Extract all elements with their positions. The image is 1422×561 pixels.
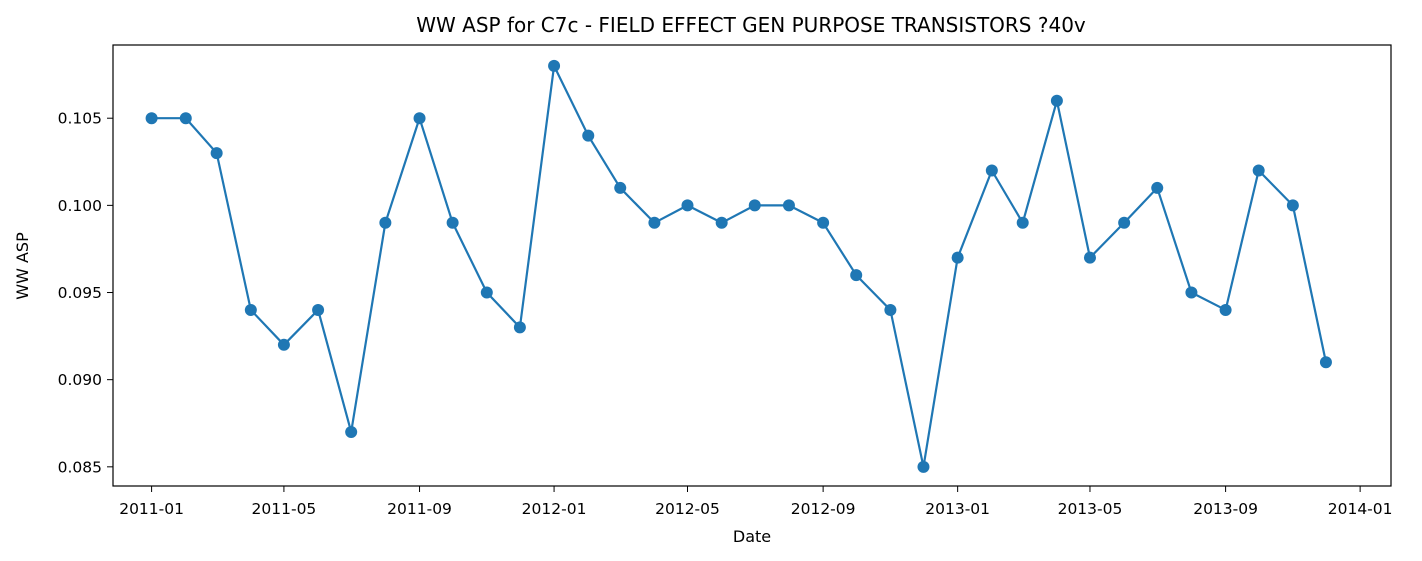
data-point xyxy=(850,269,863,282)
data-point xyxy=(379,216,392,229)
x-tick-label: 2012-05 xyxy=(655,500,720,518)
data-point xyxy=(614,181,627,194)
data-point xyxy=(345,425,358,438)
data-point xyxy=(1050,94,1063,107)
y-tick-label: 0.100 xyxy=(58,197,102,215)
series-ww-asp xyxy=(145,59,1332,473)
y-axis-label: WW ASP xyxy=(13,232,32,300)
x-tick-label: 2013-01 xyxy=(925,500,990,518)
y-tick-label: 0.090 xyxy=(58,371,102,389)
data-point xyxy=(1319,356,1332,369)
y-tick-label: 0.085 xyxy=(58,458,102,476)
data-point xyxy=(145,112,158,125)
data-point xyxy=(817,216,830,229)
data-point xyxy=(1118,216,1131,229)
x-axis-ticks: 2011-01 2011-05 2011-09 2012-01 2012-05 2012-… xyxy=(119,486,1393,518)
data-point xyxy=(413,112,426,125)
data-point xyxy=(210,147,223,160)
x-axis-label: Date xyxy=(733,527,771,546)
y-tick-label: 0.105 xyxy=(58,110,102,128)
y-tick-label: 0.095 xyxy=(58,284,102,302)
x-tick-label: 2011-09 xyxy=(387,500,452,518)
x-tick-label: 2014-01 xyxy=(1328,500,1393,518)
data-point xyxy=(480,286,493,299)
data-point xyxy=(446,216,459,229)
data-point xyxy=(1083,251,1096,264)
data-point xyxy=(884,303,897,316)
series-line xyxy=(151,64,1328,468)
data-point xyxy=(277,338,290,351)
plot-area xyxy=(112,44,1392,487)
x-tick-label: 2013-05 xyxy=(1058,500,1123,518)
data-point xyxy=(648,216,661,229)
data-point xyxy=(513,321,526,334)
data-point xyxy=(1219,303,1232,316)
data-point xyxy=(1286,199,1299,212)
data-point xyxy=(782,199,795,212)
data-point xyxy=(748,199,761,212)
data-point xyxy=(951,251,964,264)
data-point xyxy=(1185,286,1198,299)
x-tick-label: 2012-09 xyxy=(791,500,856,518)
x-tick-label: 2011-01 xyxy=(119,500,184,518)
data-point xyxy=(1151,181,1164,194)
data-point xyxy=(312,303,325,316)
y-axis-ticks: 0.085 0.090 0.095 0.100 0.105 xyxy=(58,110,113,476)
data-point xyxy=(1252,164,1265,177)
data-point xyxy=(985,164,998,177)
x-tick-label: 2012-01 xyxy=(522,500,587,518)
data-point xyxy=(582,129,595,142)
data-point xyxy=(244,303,257,316)
data-point xyxy=(548,59,561,72)
data-point xyxy=(1016,216,1029,229)
data-point xyxy=(715,216,728,229)
data-point xyxy=(917,460,930,473)
chart-title: WW ASP for C7c - FIELD EFFECT GEN PURPOS… xyxy=(416,13,1086,37)
data-point xyxy=(179,112,192,125)
data-point xyxy=(681,199,694,212)
x-tick-label: 2011-05 xyxy=(252,500,317,518)
x-tick-label: 2013-09 xyxy=(1193,500,1258,518)
